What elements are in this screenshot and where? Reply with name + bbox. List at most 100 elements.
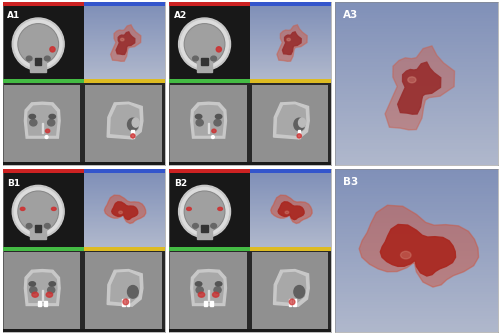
Bar — [84, 174, 165, 176]
Bar — [335, 251, 498, 254]
Ellipse shape — [29, 282, 35, 286]
Bar — [335, 26, 498, 29]
Bar — [250, 13, 331, 14]
Bar — [208, 123, 210, 134]
Bar — [335, 157, 498, 160]
Bar — [84, 207, 165, 209]
Bar — [84, 18, 165, 19]
Bar — [335, 130, 498, 132]
Circle shape — [178, 18, 231, 70]
Bar — [335, 330, 498, 332]
Bar — [250, 179, 331, 180]
Bar — [84, 64, 165, 66]
Bar — [335, 185, 498, 188]
Bar — [335, 92, 498, 94]
Bar — [335, 245, 498, 248]
Bar — [84, 51, 165, 52]
Bar — [250, 205, 331, 206]
Text: B1: B1 — [8, 179, 20, 188]
Bar — [250, 34, 331, 35]
Bar — [335, 242, 498, 245]
Bar — [335, 289, 498, 292]
Bar — [335, 23, 498, 26]
Bar — [250, 57, 331, 58]
Circle shape — [18, 191, 59, 232]
Bar — [250, 240, 331, 242]
Bar — [335, 151, 498, 154]
Bar — [250, 201, 331, 202]
Bar — [84, 75, 165, 77]
Text: B3: B3 — [344, 177, 358, 187]
Bar — [2, 2, 84, 6]
Bar — [252, 85, 328, 163]
Bar — [335, 264, 498, 267]
Polygon shape — [111, 273, 140, 303]
Bar — [84, 218, 165, 220]
Bar — [84, 27, 165, 28]
Bar — [250, 49, 331, 50]
Bar — [250, 50, 331, 51]
Bar — [84, 227, 165, 228]
Bar — [335, 207, 498, 210]
Bar — [169, 169, 250, 173]
Ellipse shape — [196, 115, 202, 119]
Bar — [84, 45, 165, 46]
Bar — [84, 251, 165, 332]
Bar — [169, 251, 250, 332]
Bar — [250, 239, 331, 240]
Bar — [250, 188, 331, 189]
Bar — [84, 62, 165, 63]
Bar — [84, 182, 165, 183]
Bar — [335, 191, 498, 193]
Polygon shape — [282, 32, 301, 54]
Ellipse shape — [400, 251, 411, 259]
Bar — [84, 74, 165, 75]
Bar — [335, 292, 498, 294]
Bar — [335, 18, 498, 21]
Bar — [252, 252, 328, 331]
Bar — [335, 48, 498, 51]
Bar — [335, 327, 498, 330]
Bar — [335, 61, 498, 64]
Bar — [35, 225, 42, 232]
Bar — [335, 15, 498, 18]
Ellipse shape — [26, 56, 32, 61]
Bar — [84, 180, 165, 182]
Bar — [202, 58, 207, 65]
Bar — [250, 191, 331, 193]
Bar — [84, 246, 165, 251]
Polygon shape — [110, 25, 141, 61]
Bar — [84, 196, 165, 198]
Bar — [298, 130, 300, 138]
Bar — [84, 243, 165, 244]
Bar — [250, 224, 331, 226]
Bar — [84, 25, 165, 27]
Bar — [84, 24, 165, 25]
Bar — [250, 66, 331, 67]
Ellipse shape — [216, 282, 222, 286]
Circle shape — [178, 185, 231, 237]
Bar — [335, 172, 498, 174]
Bar — [250, 199, 331, 200]
Circle shape — [216, 47, 222, 52]
Bar — [335, 83, 498, 86]
Bar — [335, 113, 498, 116]
Bar — [250, 183, 331, 184]
Bar — [84, 178, 165, 179]
Bar — [84, 235, 165, 237]
Bar — [250, 2, 331, 6]
Ellipse shape — [192, 223, 198, 228]
Bar — [2, 162, 84, 165]
Bar — [250, 178, 331, 179]
Bar — [335, 154, 498, 157]
Bar — [250, 83, 331, 165]
Circle shape — [180, 20, 228, 68]
Ellipse shape — [298, 118, 306, 127]
Bar — [84, 169, 165, 173]
Bar — [84, 162, 165, 165]
Bar — [250, 187, 331, 188]
Polygon shape — [385, 46, 454, 130]
Bar — [335, 313, 498, 316]
Bar — [169, 6, 250, 79]
Bar — [84, 36, 165, 38]
